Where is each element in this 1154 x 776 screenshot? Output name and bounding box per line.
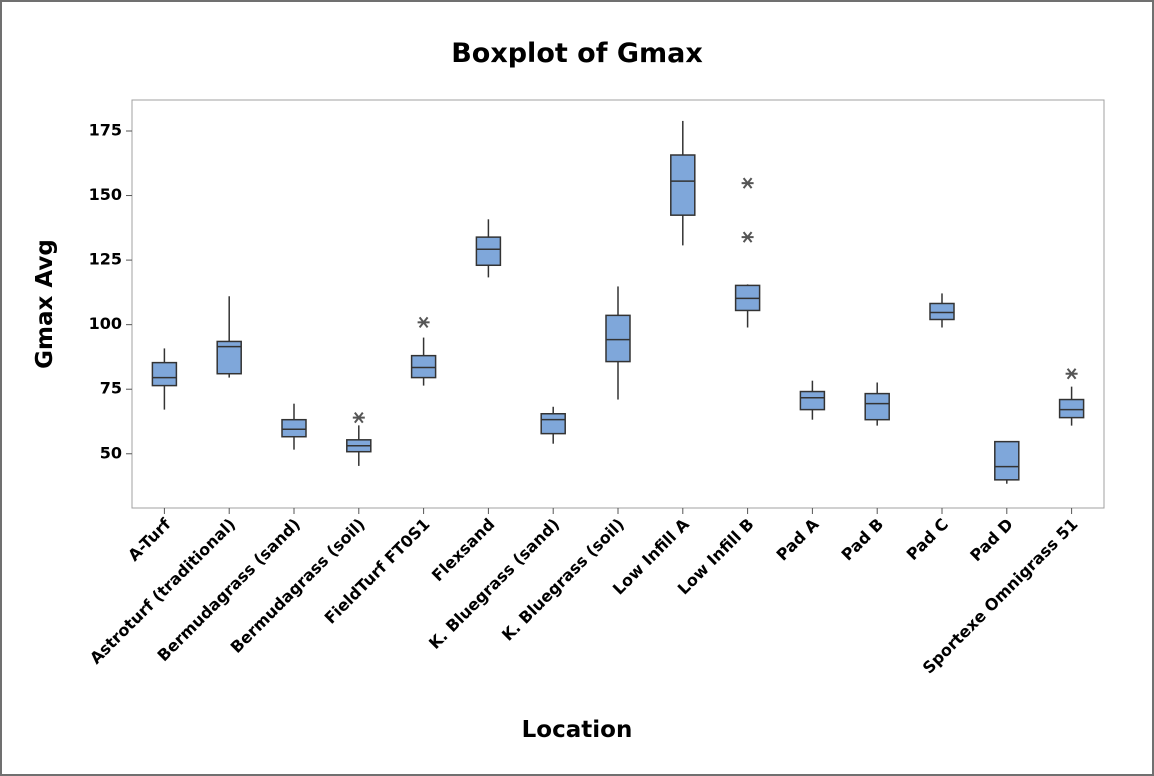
box-group [281,403,307,450]
outlier-stroke [354,411,364,424]
box-group [346,411,372,466]
box [410,354,437,379]
box-group [994,440,1020,484]
box-group [734,177,761,328]
box [605,314,631,363]
box [540,412,566,435]
box-group [1058,368,1085,426]
box-group [799,380,826,420]
outlier [417,316,430,328]
box [281,418,307,438]
y-tick-label: 50 [100,443,122,462]
box-group [864,382,890,426]
outlier-stroke [418,316,429,328]
box-group [475,219,502,278]
box [151,361,178,387]
y-tick-label: 150 [89,185,122,204]
box-group [540,406,566,444]
box [994,440,1020,481]
box [670,154,696,216]
box-group [410,316,437,386]
box-group [670,120,696,246]
outlier-stroke [742,231,753,243]
box-group [151,348,178,410]
box-group [605,286,631,400]
outlier [352,411,365,424]
box [1058,398,1085,419]
outlier-stroke [742,177,753,189]
outlier-stroke [1066,368,1077,380]
y-axis-label: Gmax Avg [32,239,58,369]
y-tick-label: 100 [89,314,122,333]
box [799,390,826,411]
y-tick-label: 75 [100,379,122,398]
chart-title: Boxplot of Gmax [451,38,703,69]
y-tick-label: 125 [89,250,122,269]
outlier [741,177,754,189]
outlier [1065,368,1078,380]
box-group [216,296,242,378]
outlier [741,231,754,243]
box [475,236,502,267]
box [929,302,955,321]
x-axis-label: Location [522,717,633,743]
box-group [929,293,955,328]
y-tick-label: 175 [89,120,122,139]
box [864,392,890,421]
